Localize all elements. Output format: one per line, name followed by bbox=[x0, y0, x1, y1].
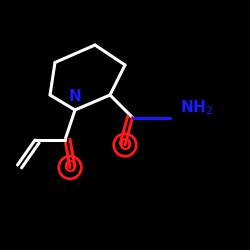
Text: N: N bbox=[68, 89, 82, 104]
Text: O: O bbox=[64, 160, 76, 175]
Text: O: O bbox=[118, 138, 132, 152]
Text: NH$_2$: NH$_2$ bbox=[180, 98, 213, 117]
